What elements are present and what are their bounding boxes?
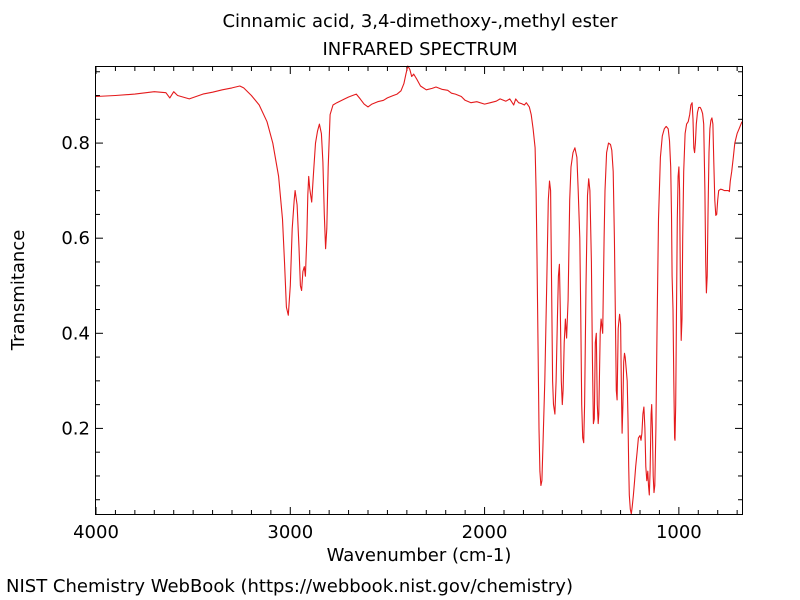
chart-title: Cinnamic acid, 3,4-dimethoxy-,methyl est… — [222, 11, 618, 32]
plot-frame — [95, 66, 743, 515]
y-tick-label: 0.4 — [61, 323, 90, 344]
x-tick-label: 3000 — [267, 522, 313, 543]
spectrum-series-line — [95, 65, 743, 515]
y-tick-label: 0.2 — [61, 418, 90, 439]
y-tick-label: 0.6 — [61, 228, 90, 249]
source-footer: NIST Chemistry WebBook (https://webbook.… — [6, 576, 573, 597]
chart-subtitle: INFRARED SPECTRUM — [322, 39, 518, 60]
x-axis-label: Wavenumber (cm-1) — [327, 545, 512, 566]
axis-tick-labels: 4000 3000 2000 1000 0.2 0.4 0.6 0.8 — [61, 133, 701, 543]
y-tick-label: 0.8 — [61, 133, 90, 154]
x-tick-label: 1000 — [656, 522, 702, 543]
x-tick-label: 2000 — [462, 522, 508, 543]
y-axis-label: Transmitance — [8, 230, 29, 352]
x-tick-label: 4000 — [73, 522, 119, 543]
